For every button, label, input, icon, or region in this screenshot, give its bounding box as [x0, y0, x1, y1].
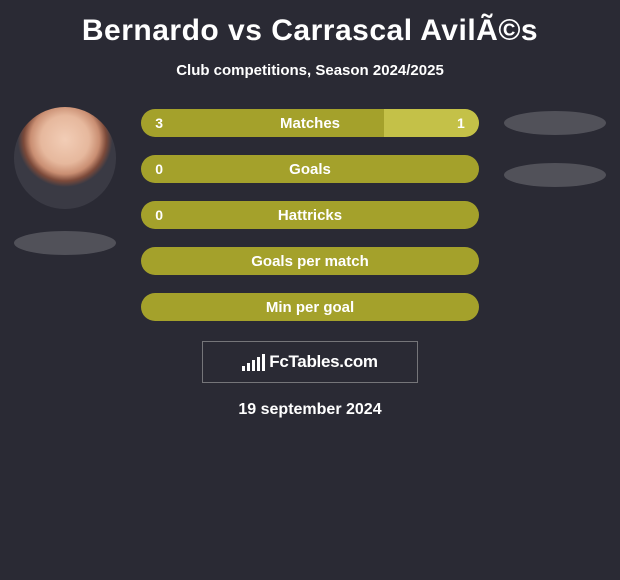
- stat-label-gpm: Goals per match: [141, 253, 479, 270]
- comparison-card: Bernardo vs Carrascal AvilÃ©s Club compe…: [0, 0, 620, 419]
- footer-date: 19 september 2024: [0, 383, 620, 419]
- logo-bar: [252, 360, 255, 371]
- logo-bar: [247, 363, 250, 371]
- player-right-column: [501, 107, 610, 187]
- stat-bar-hattricks: 0 Hattricks: [141, 201, 479, 229]
- logo-bar: [257, 357, 260, 371]
- stats-column: 3 Matches 1 0 Goals 0 Hattricks Goals pe…: [141, 107, 479, 321]
- stat-bar-mpg: Min per goal: [141, 293, 479, 321]
- logo-box[interactable]: FcTables.com: [202, 341, 418, 383]
- stat-bar-matches: 3 Matches 1: [141, 109, 479, 137]
- stat-bar-gpm: Goals per match: [141, 247, 479, 275]
- logo-bar: [262, 354, 265, 371]
- page-subtitle: Club competitions, Season 2024/2025: [0, 52, 620, 107]
- player-left-shadow: [14, 231, 116, 255]
- logo-bars-icon: [242, 353, 265, 371]
- stat-label-mpg: Min per goal: [141, 299, 479, 316]
- stat-right-matches: 1: [457, 115, 465, 131]
- stat-label-matches: Matches: [141, 115, 479, 132]
- player-right-shadow: [504, 163, 606, 187]
- logo-bar: [242, 366, 245, 371]
- player-left-avatar: [14, 107, 116, 209]
- player-right-avatar-shadow: [504, 111, 606, 135]
- stat-bar-goals: 0 Goals: [141, 155, 479, 183]
- main-row: 3 Matches 1 0 Goals 0 Hattricks Goals pe…: [0, 107, 620, 321]
- stat-label-hattricks: Hattricks: [141, 207, 479, 224]
- logo-text: FcTables.com: [269, 352, 378, 372]
- player-left-column: [10, 107, 119, 255]
- page-title: Bernardo vs Carrascal AvilÃ©s: [0, 8, 620, 52]
- stat-label-goals: Goals: [141, 161, 479, 178]
